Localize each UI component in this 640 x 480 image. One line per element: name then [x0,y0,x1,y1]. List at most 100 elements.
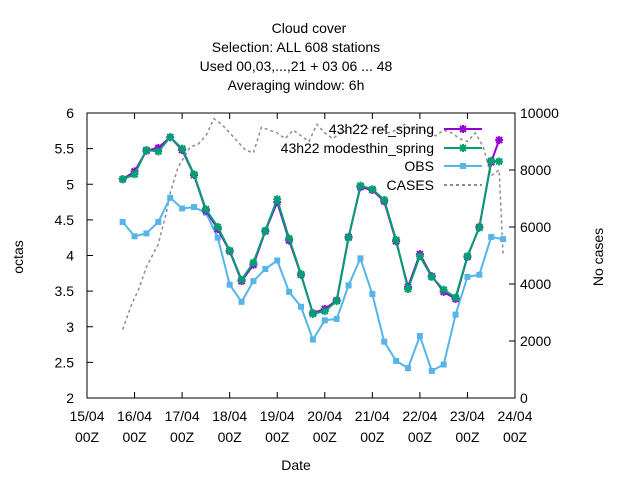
y2-tick-label: 0 [520,390,528,406]
data-point [142,146,151,155]
point-square [357,255,364,262]
point-square [488,233,495,240]
legend-label: 43h22 ref_spring [329,121,434,137]
point-square [179,205,186,212]
data-point [392,235,401,244]
point-square [143,230,150,237]
y2-axis-label: No cases [590,228,606,286]
y-tick-label: 5.5 [55,141,75,157]
point-star [356,181,365,190]
x-tick-label-time: 00Z [313,429,338,445]
point-star [415,252,424,261]
x-tick-label-time: 00Z [360,429,385,445]
point-star [404,284,412,293]
point-square [464,273,471,280]
point-square [119,219,126,226]
point-star [130,170,139,179]
point-square [309,336,316,343]
data-point [226,281,233,288]
plot-area: 2 2.5 3 3.5 4 4.5 5 5.5 6 0 2000 4000 6000 8000 10000 1… [55,105,560,445]
x-tick-label-date: 18/04 [212,408,247,424]
series-43h22-modesthin-spring [118,133,504,318]
x-tick-label-time: 00Z [408,429,433,445]
point-square [286,288,293,295]
point-square [155,219,162,226]
x-tick-label-time: 00Z [503,429,528,445]
data-point [190,170,198,179]
data-point [201,205,210,214]
point-square [369,290,376,297]
data-point [440,361,447,368]
y-tick-label: 6 [66,105,74,121]
data-point [369,290,376,297]
data-point [368,185,377,194]
series-line [121,117,504,330]
series-cases [121,117,504,330]
point-star [273,195,282,204]
data-point [119,219,126,226]
legend-item: OBS [404,158,482,174]
data-point [459,125,467,133]
title-line-3: Used 00,03,...,21 + 03 06 ... 48 [200,58,393,74]
legend-item: 43h22 modesthin_spring [281,140,482,156]
point-square [298,303,304,310]
point-star [308,309,317,318]
data-point [475,223,484,232]
point-star [213,223,222,231]
point-star [459,144,467,152]
point-star [297,270,305,279]
point-square [393,357,400,364]
data-point [439,285,448,294]
point-star [261,226,270,235]
data-point [213,223,222,231]
point-star [368,185,377,194]
point-star [463,252,472,261]
point-square [440,361,447,368]
point-star [166,133,175,142]
point-square [321,317,328,324]
point-star [495,157,504,166]
data-point [460,163,466,169]
data-point [495,157,504,166]
x-tick-label-time: 00Z [218,429,243,445]
data-point [452,311,459,318]
data-point [225,246,234,255]
x-tick-label-time: 00Z [75,429,100,445]
series-line [121,196,504,373]
data-point [166,133,175,142]
x-tick-label-date: 21/04 [355,408,390,424]
data-point [451,293,460,302]
data-point [404,284,412,293]
data-point [500,236,507,243]
point-square [214,234,221,241]
title-line-1: Cloud cover [272,20,347,36]
data-point [191,204,197,211]
legend-item: 43h22 ref_spring [329,121,482,137]
point-square [191,204,197,211]
data-point [155,219,162,226]
data-point [131,233,138,240]
data-point [495,136,504,145]
point-square [262,266,269,273]
x-tick-label-date: 15/04 [69,408,104,424]
data-point [309,336,316,343]
point-square [274,257,281,264]
y-tick-label: 2.5 [55,354,75,370]
data-point [274,257,281,264]
y-tick-label: 4.5 [55,212,75,228]
x-tick-label-time: 00Z [122,429,147,445]
data-point [333,315,340,322]
y2-tick-label: 4000 [520,276,551,292]
point-star [380,195,389,204]
x-tick-label-date: 22/04 [402,408,437,424]
data-point [393,357,400,364]
point-star [142,146,151,155]
point-star [392,235,401,244]
y-tick-label: 3.5 [55,283,75,299]
y-tick-label: 2 [66,390,74,406]
y2-tick-label: 8000 [520,162,551,178]
legend-label: 43h22 modesthin_spring [281,140,434,156]
data-point [464,273,471,280]
data-point [381,338,388,345]
